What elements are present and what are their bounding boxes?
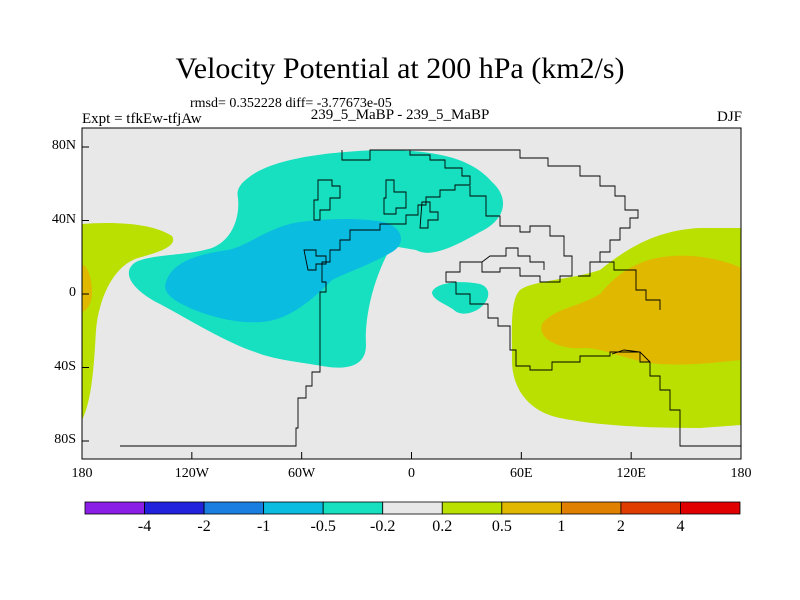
colorbar-swatch	[203, 501, 265, 515]
colorbar-swatch	[620, 501, 681, 515]
x-tick-label: 60E	[510, 466, 533, 481]
x-tick-label: 0	[408, 466, 415, 481]
colorbar-label: 1	[557, 518, 566, 535]
experiment-label: Expt = tfkEw-tfjAw	[82, 111, 202, 127]
coastline-americas	[120, 149, 471, 447]
colorbar-swatch	[322, 501, 384, 515]
colorbar-label: -2	[197, 518, 211, 535]
x-tick-label: 60W	[288, 466, 316, 481]
coastline-gulf	[303, 249, 327, 271]
contour-fill-pos-0.2-left	[82, 223, 174, 420]
colorbar-label: -4	[137, 518, 152, 535]
colorbar-swatch	[441, 501, 503, 515]
coastline-australia	[611, 349, 651, 363]
colorbar-swatch	[382, 501, 443, 515]
y-tick-label: 80S	[54, 432, 76, 447]
colorbar-swatch	[263, 501, 324, 515]
colorbar-label: -0.5	[310, 518, 336, 535]
y-tick-label: 40S	[54, 358, 76, 374]
contour-fill-pos-0.5	[541, 255, 741, 365]
coastline-mediterranean	[481, 247, 545, 270]
coastlines	[120, 149, 741, 447]
x-tick-label: 180	[71, 466, 93, 481]
colorbar-label: 0.5	[491, 518, 512, 535]
y-tick-label: 40N	[51, 211, 76, 227]
x-tick-label: 180	[730, 466, 752, 481]
colorbar-swatch	[84, 501, 145, 515]
coastline-labrador	[419, 201, 439, 229]
colorbar-label: 4	[676, 518, 685, 535]
y-tick-label: 0	[69, 285, 76, 300]
colorbar-swatch	[144, 501, 205, 515]
colorbar-label: 2	[616, 518, 625, 535]
axis-ticks	[81, 146, 742, 459]
chart-title: Velocity Potential at 200 hPa (km2/s)	[175, 52, 625, 85]
colorbar-swatch	[501, 501, 562, 515]
colorbar-label: -0.2	[370, 518, 396, 535]
colorbar-swatch	[680, 501, 741, 515]
runs-label: 239_5_MaBP - 239_5_MaBP	[310, 107, 490, 123]
colorbar-label: 0.2	[432, 518, 453, 535]
contour-fill-neg-0.2-small	[432, 282, 489, 314]
x-tick-label: 120W	[174, 466, 209, 481]
contour-fill-pos-0.5-left	[82, 265, 92, 312]
colorbar-swatch	[560, 501, 622, 515]
stats-label: rmsd= 0.352228 diff= -3.77673e-05	[190, 96, 392, 111]
x-tick-label: 120E	[616, 466, 646, 481]
coastline-eurasia	[410, 149, 639, 277]
coastline-greenland	[313, 179, 341, 221]
season-label: DJF	[716, 109, 742, 125]
colorbar-label: -1	[256, 518, 271, 535]
coastline-asia-south	[600, 261, 661, 310]
coastline-hudson	[383, 179, 407, 215]
colorbar	[84, 501, 741, 515]
map-layer	[81, 127, 742, 460]
contour-fill-neg-0.5	[165, 219, 402, 323]
y-tick-label: 80N	[51, 138, 76, 153]
